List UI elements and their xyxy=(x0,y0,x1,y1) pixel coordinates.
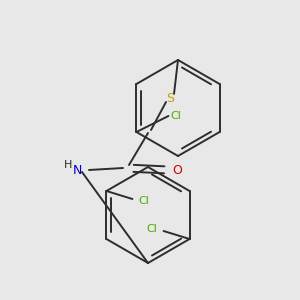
Text: Cl: Cl xyxy=(170,111,181,121)
Text: N: N xyxy=(73,164,82,176)
Text: S: S xyxy=(166,92,174,104)
Text: Cl: Cl xyxy=(138,196,149,206)
Text: H: H xyxy=(64,160,72,170)
Text: Cl: Cl xyxy=(147,224,158,234)
Text: O: O xyxy=(172,164,182,176)
